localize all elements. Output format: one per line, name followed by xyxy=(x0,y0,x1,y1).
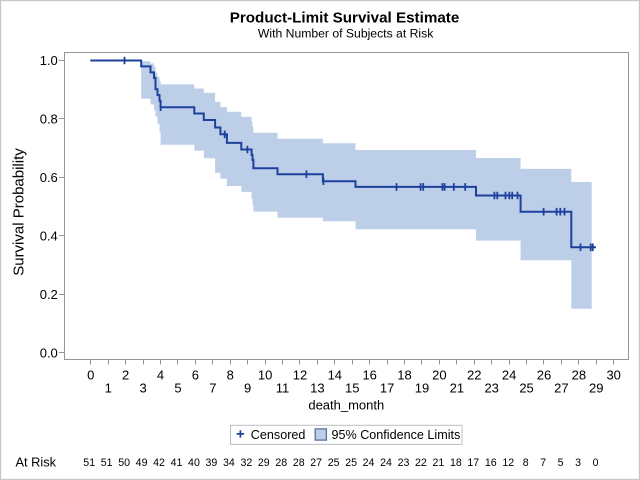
svg-text:Survival Probability: Survival Probability xyxy=(11,148,28,276)
svg-text:20: 20 xyxy=(432,368,446,383)
svg-text:50: 50 xyxy=(118,457,130,469)
svg-text:1: 1 xyxy=(105,381,112,396)
svg-text:29: 29 xyxy=(258,457,270,469)
svg-text:0.2: 0.2 xyxy=(40,287,58,302)
svg-text:9: 9 xyxy=(244,381,251,396)
svg-text:0.8: 0.8 xyxy=(40,112,58,127)
svg-text:25: 25 xyxy=(345,457,357,469)
svg-text:28: 28 xyxy=(293,457,305,469)
svg-text:32: 32 xyxy=(240,457,252,469)
svg-text:27: 27 xyxy=(554,381,568,396)
svg-text:At Risk: At Risk xyxy=(16,455,57,470)
svg-text:29: 29 xyxy=(589,381,603,396)
svg-text:Censored: Censored xyxy=(251,428,306,442)
svg-text:1.0: 1.0 xyxy=(40,53,58,68)
svg-text:13: 13 xyxy=(310,381,324,396)
svg-text:24: 24 xyxy=(502,368,516,383)
svg-text:19: 19 xyxy=(415,381,429,396)
svg-text:28: 28 xyxy=(572,368,586,383)
svg-text:17: 17 xyxy=(380,381,394,396)
svg-text:22: 22 xyxy=(467,368,481,383)
svg-text:26: 26 xyxy=(537,368,551,383)
svg-text:5: 5 xyxy=(558,457,564,469)
svg-text:41: 41 xyxy=(171,457,183,469)
svg-text:6: 6 xyxy=(192,368,199,383)
svg-text:2: 2 xyxy=(122,368,129,383)
svg-text:22: 22 xyxy=(415,457,427,469)
svg-text:15: 15 xyxy=(345,381,359,396)
svg-text:0: 0 xyxy=(593,457,599,469)
svg-text:34: 34 xyxy=(223,457,235,469)
svg-text:18: 18 xyxy=(450,457,462,469)
svg-text:21: 21 xyxy=(450,381,464,396)
svg-text:8: 8 xyxy=(227,368,234,383)
svg-text:18: 18 xyxy=(397,368,411,383)
svg-text:0.6: 0.6 xyxy=(40,170,58,185)
svg-text:23: 23 xyxy=(398,457,410,469)
svg-text:27: 27 xyxy=(310,457,322,469)
svg-text:5: 5 xyxy=(174,381,181,396)
svg-text:24: 24 xyxy=(380,457,392,469)
svg-text:10: 10 xyxy=(258,368,272,383)
svg-text:40: 40 xyxy=(188,457,200,469)
svg-text:0: 0 xyxy=(87,368,94,383)
svg-text:42: 42 xyxy=(153,457,165,469)
svg-text:23: 23 xyxy=(484,381,498,396)
svg-text:16: 16 xyxy=(485,457,497,469)
svg-text:39: 39 xyxy=(206,457,218,469)
svg-text:12: 12 xyxy=(293,368,307,383)
svg-text:24: 24 xyxy=(363,457,375,469)
svg-text:0.4: 0.4 xyxy=(40,228,58,243)
svg-text:4: 4 xyxy=(157,368,164,383)
svg-text:7: 7 xyxy=(540,457,546,469)
svg-text:16: 16 xyxy=(362,368,376,383)
svg-text:14: 14 xyxy=(328,368,342,383)
svg-text:51: 51 xyxy=(101,457,113,469)
svg-text:30: 30 xyxy=(606,368,620,383)
svg-text:0.0: 0.0 xyxy=(40,345,58,360)
svg-text:3: 3 xyxy=(575,457,581,469)
svg-text:death_month: death_month xyxy=(308,397,384,412)
svg-text:28: 28 xyxy=(275,457,287,469)
svg-text:8: 8 xyxy=(523,457,529,469)
svg-text:12: 12 xyxy=(502,457,514,469)
svg-text:49: 49 xyxy=(136,457,148,469)
svg-text:Product-Limit Survival Estimat: Product-Limit Survival Estimate xyxy=(230,10,460,27)
svg-text:95% Confidence Limits: 95% Confidence Limits xyxy=(332,428,461,442)
svg-text:51: 51 xyxy=(83,457,95,469)
svg-text:With Number of Subjects at Ris: With Number of Subjects at Risk xyxy=(258,27,434,41)
svg-text:21: 21 xyxy=(433,457,445,469)
svg-text:11: 11 xyxy=(276,381,290,396)
svg-text:17: 17 xyxy=(467,457,479,469)
svg-text:25: 25 xyxy=(328,457,340,469)
svg-text:25: 25 xyxy=(519,381,533,396)
svg-text:3: 3 xyxy=(139,381,146,396)
svg-text:7: 7 xyxy=(209,381,216,396)
